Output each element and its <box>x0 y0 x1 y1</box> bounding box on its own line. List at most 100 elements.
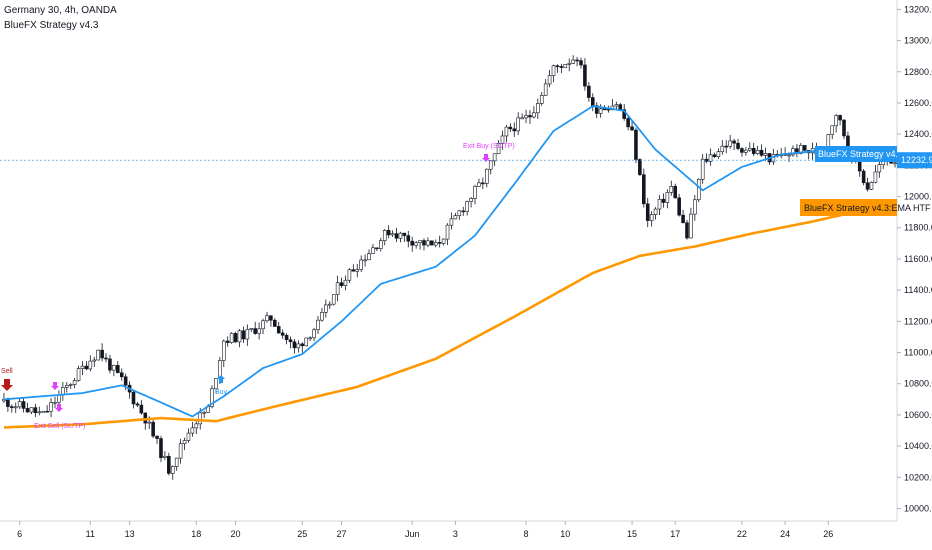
candle-up <box>433 242 438 246</box>
candle-up <box>379 240 383 249</box>
price-tick-label: 13000.0 <box>904 36 932 46</box>
candle-down <box>131 391 136 405</box>
candle-down <box>123 376 128 386</box>
candle-up <box>496 143 501 155</box>
price-tick-label: 13200.0 <box>904 4 932 14</box>
candle-down <box>642 174 646 205</box>
candle-down <box>677 197 681 216</box>
candle-down <box>461 210 466 213</box>
candle-down <box>351 269 356 272</box>
candle-up <box>492 153 497 162</box>
candle-down <box>587 85 591 98</box>
candle-up <box>296 343 301 349</box>
candle-up <box>29 407 34 413</box>
candle-down <box>167 455 171 474</box>
time-tick-label: 3 <box>453 529 458 539</box>
candle-down <box>430 240 434 246</box>
candle-up <box>72 380 77 385</box>
candle-up <box>257 328 261 334</box>
candle-up <box>551 65 556 76</box>
candle-up <box>88 360 93 370</box>
buy-arrow-icon <box>217 375 225 383</box>
time-tick-label: 6 <box>17 529 22 539</box>
candles-group <box>2 55 897 480</box>
candle-up <box>744 149 748 153</box>
candle-up <box>398 232 403 239</box>
price-tick-label: 11200.0 <box>904 316 932 326</box>
candle-up <box>13 406 18 409</box>
candle-up <box>755 149 760 154</box>
candle-down <box>10 406 14 408</box>
candle-down <box>602 108 607 111</box>
candle-down <box>802 145 807 151</box>
candle-down <box>394 233 399 239</box>
candle-up <box>304 337 309 347</box>
candle-up <box>308 337 312 340</box>
candle-up <box>194 423 199 429</box>
candle-up <box>484 168 489 184</box>
candle-down <box>634 129 638 160</box>
candle-up <box>355 269 360 272</box>
candle-up <box>516 117 520 132</box>
candle-up <box>547 75 552 85</box>
candle-up <box>834 115 838 127</box>
price-tag-box <box>897 152 932 169</box>
candle-up <box>245 329 250 340</box>
candle-up <box>347 269 352 281</box>
candle-down <box>508 126 513 130</box>
candle-up <box>520 117 524 120</box>
candle-up <box>720 145 725 152</box>
candle-down <box>630 126 634 131</box>
ma-tag-label: BlueFX Strategy v4.3:MA <box>818 149 919 159</box>
candle-up <box>249 328 254 330</box>
candle-up <box>112 365 116 371</box>
candle-down <box>559 66 564 68</box>
candle-down <box>437 242 442 244</box>
indicator-title: BlueFX Strategy v4.3 <box>4 20 99 31</box>
candle-up <box>41 410 46 413</box>
time-tick-label: 8 <box>524 529 529 539</box>
candle-down <box>288 339 293 343</box>
candle-up <box>170 466 175 474</box>
candle-up <box>869 181 874 190</box>
candle-up <box>488 160 493 170</box>
candle-up <box>536 103 540 114</box>
candle-down <box>579 60 583 66</box>
price-tick-label: 10000.0 <box>904 504 932 514</box>
ema-tag-label: BlueFX Strategy v4.3:EMA HTF <box>804 203 931 213</box>
candle-up <box>174 457 179 467</box>
candle-up <box>359 259 363 270</box>
candle-up <box>669 186 674 193</box>
candle-down <box>300 343 305 347</box>
candle-down <box>84 365 89 370</box>
time-tick-label: 25 <box>297 529 307 539</box>
price-tick-label: 11600.0 <box>904 254 932 264</box>
candle-up <box>614 104 619 107</box>
candle-up <box>716 151 721 158</box>
price-tick-label: 12400.0 <box>904 129 932 139</box>
ma-tag-box <box>815 146 897 162</box>
candle-up <box>689 213 693 239</box>
time-tick-label: 20 <box>231 529 241 539</box>
candle-up <box>457 210 462 216</box>
candle-up <box>830 125 835 135</box>
candle-up <box>445 224 450 240</box>
candle-up <box>728 140 732 147</box>
candle-down <box>712 154 717 158</box>
candle-down <box>575 59 579 62</box>
candle-down <box>661 198 666 203</box>
price-tick-label: 11800.0 <box>904 223 932 233</box>
candle-up <box>543 83 548 96</box>
candle-down <box>155 435 159 439</box>
candle-down <box>6 398 10 407</box>
candle-up <box>363 259 367 262</box>
candle-down <box>233 333 238 343</box>
price-tick-label: 10800.0 <box>904 379 932 389</box>
candle-down <box>681 214 685 224</box>
exit-buy-arrow-icon <box>482 154 490 162</box>
candle-up <box>524 115 528 119</box>
exit-sell-arrow-icon <box>51 382 59 390</box>
candle-up <box>327 303 332 306</box>
